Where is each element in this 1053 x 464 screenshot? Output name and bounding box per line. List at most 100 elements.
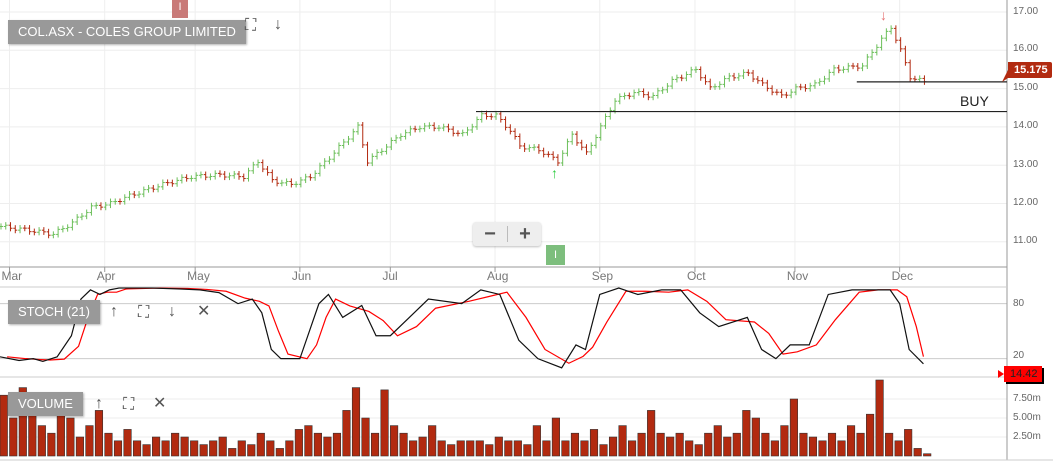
volume-bar [0, 394, 8, 457]
zoom-out-button[interactable]: − [484, 223, 496, 245]
price-tick: 11.00 [1013, 235, 1038, 246]
volume-bar [504, 440, 513, 457]
volume-bar [923, 453, 932, 457]
volume-bar [485, 444, 494, 457]
volume-bar [228, 448, 237, 457]
last-price-flag-pointer [1002, 70, 1008, 82]
price-tick: 16.00 [1013, 43, 1039, 54]
volume-bar [47, 432, 56, 457]
volume-bar [66, 417, 75, 457]
volume-bar [342, 410, 351, 457]
maximize-icon[interactable]: ⛶ [245, 17, 257, 34]
volume-bar [913, 448, 922, 457]
maximize-icon[interactable]: ⛶ [138, 304, 150, 321]
volume-bar [570, 432, 580, 457]
volume-bar [399, 432, 408, 457]
stoch-tick: 20 [1013, 350, 1025, 361]
move-down-icon[interactable]: ↓ [274, 16, 282, 33]
volume-bar [104, 432, 113, 457]
volume-bar [837, 440, 846, 457]
stoch-tick: 80 [1013, 298, 1025, 309]
volume-bar [846, 425, 856, 457]
volume-bar [418, 436, 427, 457]
month-label: Sep [591, 269, 614, 283]
volume-bar [599, 444, 608, 457]
volume-bar [285, 440, 294, 457]
stoch-flag-pointer [998, 370, 1004, 378]
volume-bar [304, 425, 313, 457]
event-marker-top[interactable]: I [172, 0, 188, 18]
volume-bar [380, 389, 389, 457]
volume-bar [466, 440, 475, 457]
move-up-icon[interactable]: ↑ [95, 395, 103, 412]
volume-bar [647, 410, 656, 457]
volume-bar [456, 440, 465, 457]
volume-bar [447, 444, 456, 457]
month-label: Mar [1, 269, 23, 283]
volume-bar [132, 440, 142, 457]
close-icon[interactable]: ✕ [197, 303, 211, 320]
volume-bar [589, 429, 599, 457]
move-up-icon[interactable]: ↑ [110, 303, 118, 320]
volume-bar [9, 417, 18, 457]
close-icon[interactable]: ✕ [153, 395, 167, 412]
volume-bar [580, 440, 589, 457]
volume-bar [551, 417, 560, 457]
volume-bar [751, 417, 760, 457]
volume-bar [294, 429, 303, 457]
volume-bar [218, 436, 227, 457]
volume-bar [409, 440, 418, 457]
volume-bar [237, 440, 246, 457]
volume-bar [789, 398, 798, 457]
volume-tick: 2.50m [1013, 431, 1041, 442]
buy-label: BUY [960, 93, 989, 109]
symbol-label: COL.ASX - COLES GROUP LIMITED [8, 20, 246, 44]
volume-bar [475, 440, 484, 457]
volume-bar [199, 444, 208, 457]
volume-bar [885, 432, 894, 457]
month-label: May [187, 269, 210, 283]
price-tick: 13.00 [1013, 159, 1039, 170]
volume-bar [428, 425, 437, 457]
volume-bar [618, 425, 627, 457]
month-label: Nov [786, 269, 809, 283]
volume-bar [94, 410, 104, 457]
volume-label: VOLUME [8, 392, 83, 416]
volume-bar [818, 440, 827, 457]
volume-bar [542, 440, 551, 457]
price-tick: 17.00 [1013, 6, 1039, 17]
volume-bar [323, 436, 332, 457]
volume-bar [313, 432, 322, 457]
event-marker-bottom[interactable]: I [546, 245, 565, 265]
volume-bar [123, 429, 132, 457]
volume-bar [513, 440, 522, 457]
volume-bar [247, 444, 256, 457]
zoom-in-button[interactable]: + [507, 224, 542, 244]
maximize-icon[interactable]: ⛶ [123, 396, 135, 413]
volume-bar [808, 436, 818, 457]
volume-tick: 7.50m [1013, 393, 1041, 404]
month-label: Jul [382, 269, 398, 283]
volume-bar [390, 425, 399, 457]
volume-bar [532, 425, 541, 457]
volume-bar [608, 436, 618, 457]
volume-bar [742, 410, 751, 457]
volume-bar [275, 448, 284, 457]
volume-bar [761, 432, 770, 457]
volume-bar [75, 436, 84, 457]
move-down-icon[interactable]: ↓ [168, 303, 176, 320]
volume-bar [361, 417, 370, 457]
volume-bar [142, 444, 151, 457]
volume-bar [675, 432, 684, 457]
volume-bar [713, 425, 722, 457]
stoch-signal-line [7, 287, 925, 364]
price-tick: 12.00 [1013, 197, 1039, 208]
volume-bar [28, 410, 37, 457]
volume-bar [171, 432, 180, 457]
zoom-control: − + [473, 222, 541, 246]
volume-bar [637, 432, 646, 457]
month-label: Oct [686, 269, 706, 283]
month-label: Aug [487, 269, 509, 283]
volume-bar [694, 444, 703, 457]
